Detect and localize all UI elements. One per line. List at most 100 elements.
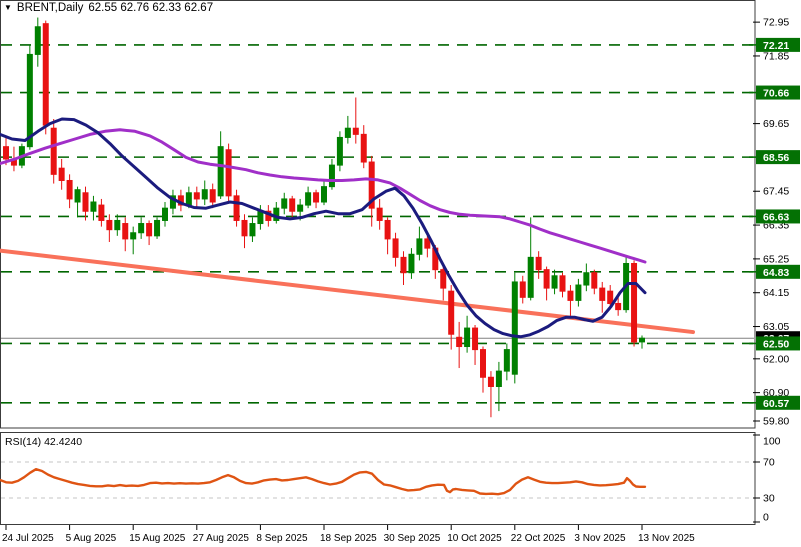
date-axis-label: 18 Sep 2025 bbox=[320, 533, 377, 544]
chevron-down-icon[interactable]: ▼ bbox=[4, 3, 12, 12]
candle-body bbox=[122, 223, 129, 240]
candle-body bbox=[495, 370, 502, 387]
price-axis-label: 67.45 bbox=[763, 186, 789, 198]
candle-body bbox=[511, 281, 518, 375]
candle-body bbox=[146, 223, 153, 237]
candle-body bbox=[321, 186, 327, 203]
rsi-axis-label: 0 bbox=[763, 512, 769, 524]
price-level-badge bbox=[756, 336, 800, 351]
candle-body bbox=[448, 290, 455, 335]
candle-body bbox=[344, 127, 351, 138]
candle-body bbox=[201, 189, 208, 200]
rsi-line[interactable] bbox=[0, 468, 647, 496]
candle-body bbox=[130, 232, 137, 240]
price-axis-label: 64.15 bbox=[763, 287, 789, 299]
candle-body bbox=[575, 284, 582, 301]
candle-body bbox=[66, 179, 73, 200]
candle-body bbox=[567, 290, 574, 301]
candle-body bbox=[74, 189, 81, 203]
candle-body bbox=[249, 223, 256, 237]
candle-body bbox=[392, 238, 399, 258]
candle-body bbox=[336, 136, 343, 166]
candle-body bbox=[162, 207, 168, 221]
price-level-badge-label: 60.57 bbox=[763, 398, 789, 410]
price-axis-label: 59.80 bbox=[763, 416, 789, 428]
candle-body bbox=[639, 337, 645, 343]
candle-body bbox=[464, 327, 471, 348]
candle-body bbox=[82, 192, 89, 212]
candle-body bbox=[281, 198, 288, 209]
date-axis-label: 13 Nov 2025 bbox=[638, 533, 695, 544]
price-axis-label: 62.00 bbox=[763, 353, 789, 365]
symbol-quote-line: ▼ BRENT,Daily 62.55 62.76 62.33 62.67 bbox=[4, 2, 213, 14]
price-axis-label: 72.95 bbox=[763, 17, 789, 29]
rsi-indicator-label: RSI(14) 42.4240 bbox=[5, 436, 83, 448]
date-axis-label: 27 Aug 2025 bbox=[193, 533, 250, 544]
candle-body bbox=[543, 269, 550, 289]
candle-body bbox=[384, 219, 391, 240]
candle-body bbox=[154, 219, 161, 237]
price-level-badge-label: 62.50 bbox=[763, 338, 789, 350]
candle-body bbox=[352, 127, 359, 135]
candle-body bbox=[233, 195, 240, 221]
price-axis-label: 71.85 bbox=[763, 50, 789, 62]
price-level-badge bbox=[756, 395, 800, 410]
candle-body bbox=[615, 302, 622, 311]
candle-body bbox=[50, 127, 57, 175]
candle-body bbox=[408, 253, 415, 274]
candle-body bbox=[607, 290, 614, 304]
price-axis-label: 65.25 bbox=[763, 253, 789, 265]
fast-ma-line[interactable] bbox=[0, 117, 647, 339]
candle-body bbox=[138, 223, 145, 234]
candle-body bbox=[480, 349, 486, 378]
candle-body bbox=[535, 256, 542, 271]
candle-body bbox=[42, 23, 49, 126]
date-axis-label: 3 Nov 2025 bbox=[574, 533, 626, 544]
rsi-axis-label: 30 bbox=[763, 493, 775, 505]
candle-body bbox=[583, 272, 590, 286]
candle-body bbox=[487, 376, 494, 387]
candle-body bbox=[225, 149, 232, 197]
price-level-badge-label: 72.21 bbox=[763, 40, 789, 52]
candle-body bbox=[209, 189, 216, 203]
price-level-badge-label: 64.83 bbox=[763, 267, 789, 279]
candle-body bbox=[289, 198, 296, 212]
price-level-badge-label: 66.63 bbox=[763, 211, 789, 223]
candle-body bbox=[368, 161, 375, 209]
candle-body bbox=[3, 146, 9, 160]
candle-body bbox=[58, 167, 65, 181]
date-axis-label: 8 Sep 2025 bbox=[256, 533, 308, 544]
candle-body bbox=[305, 192, 312, 206]
price-level-badge bbox=[756, 85, 800, 100]
candle-body bbox=[360, 133, 367, 163]
candle-body bbox=[472, 327, 479, 351]
candle-body bbox=[591, 272, 598, 289]
candle-body bbox=[599, 287, 606, 301]
price-level-badge bbox=[756, 264, 800, 279]
price-axis-label: 69.65 bbox=[763, 118, 789, 130]
price-level-badge-label: 68.56 bbox=[763, 152, 789, 164]
candle-body bbox=[241, 219, 248, 237]
candle-body bbox=[559, 275, 566, 292]
candle-body bbox=[631, 263, 638, 343]
rsi-axis-label: 100 bbox=[763, 436, 781, 448]
candle-body bbox=[185, 192, 192, 206]
date-axis-label: 5 Aug 2025 bbox=[66, 533, 117, 544]
candle-body bbox=[90, 201, 97, 212]
candle-body bbox=[193, 192, 200, 200]
candle-body bbox=[416, 238, 423, 255]
price-level-badge-label: 70.66 bbox=[763, 88, 789, 100]
candle-body bbox=[106, 219, 113, 231]
candle-body bbox=[424, 238, 431, 249]
date-axis-label: 30 Sep 2025 bbox=[384, 533, 441, 544]
candle-body bbox=[313, 192, 320, 203]
price-level-badge bbox=[756, 150, 800, 165]
candle-body bbox=[297, 204, 304, 212]
candle-body bbox=[519, 281, 526, 298]
candle-body bbox=[527, 256, 534, 298]
slow-ma-line[interactable] bbox=[0, 128, 647, 264]
date-axis-label: 15 Aug 2025 bbox=[129, 533, 186, 544]
candle-body bbox=[257, 210, 264, 225]
